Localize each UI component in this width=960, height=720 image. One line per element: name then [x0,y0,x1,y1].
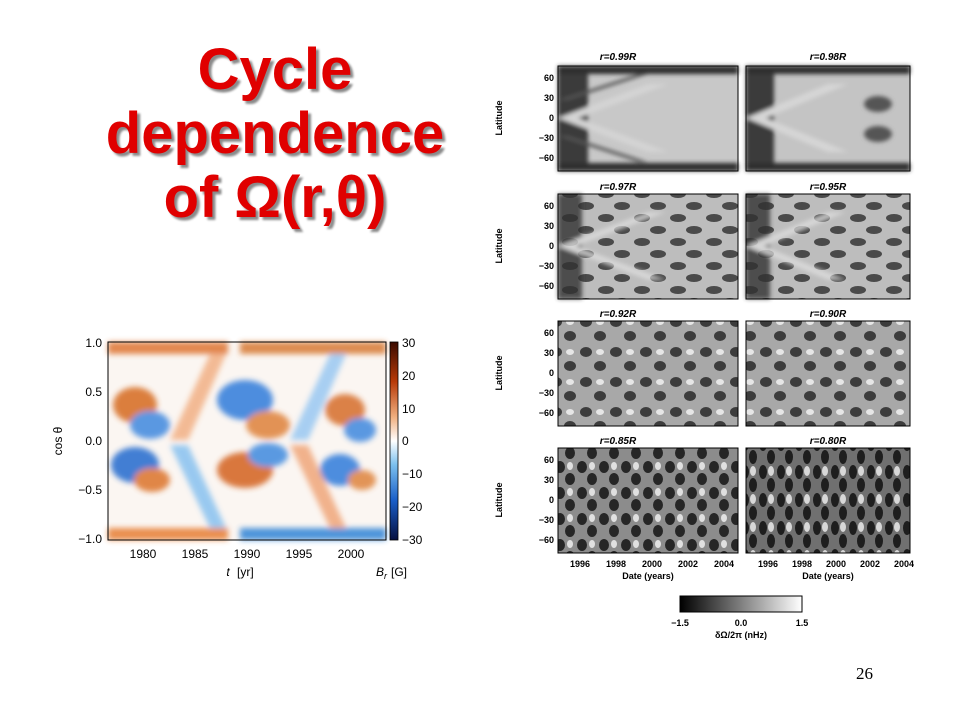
svg-text:0: 0 [549,495,554,505]
svg-text:t [yr]: t [yr] [226,565,253,579]
panel-label: r=0.95R [810,182,847,193]
svg-text:1.5: 1.5 [796,618,809,628]
colorbar-label-symbol: B [376,565,384,579]
panel-label: r=0.98R [810,52,847,63]
svg-text:60: 60 [544,328,554,338]
colorbar-tick: 10 [402,402,416,416]
svg-text:60: 60 [544,201,554,211]
x-axis-symbol: t [226,565,230,579]
title-line-3: of Ω(r,θ) [163,165,387,230]
svg-text:Date (years): Date (years) [802,571,854,581]
rotation-panel [557,320,739,427]
svg-text:−30: −30 [539,261,554,271]
svg-text:Date (years): Date (years) [622,571,674,581]
rotation-panel [745,65,911,172]
svg-text:2004: 2004 [894,559,914,569]
title-line-1: Cycle [197,37,353,102]
svg-text:Latitude: Latitude [494,483,504,518]
panel-label: r=0.85R [600,436,637,447]
svg-text:1998: 1998 [606,559,626,569]
panel-label: r=0.97R [600,182,637,193]
svg-text:−60: −60 [539,408,554,418]
panel-label: r=0.90R [810,309,847,320]
svg-text:60: 60 [544,455,554,465]
colorbar-tick: −30 [402,533,423,547]
rotation-colorbar: −1.5 0.0 1.5 δΩ/2π (nHz) [671,595,809,640]
panel-label: r=0.80R [810,436,847,447]
slide-title: Cycle dependence of Ω(r,θ) [40,38,510,230]
svg-text:2002: 2002 [860,559,880,569]
svg-text:Latitude: Latitude [494,101,504,136]
svg-text:30: 30 [544,475,554,485]
panel-label: r=0.99R [600,52,637,63]
svg-text:0: 0 [549,113,554,123]
svg-text:1996: 1996 [570,559,590,569]
svg-text:−30: −30 [539,515,554,525]
y-axis-label: cos θ [51,426,65,455]
svg-text:0: 0 [549,241,554,251]
svg-text:30: 30 [544,93,554,103]
title-line-2: dependence [105,101,445,166]
colorbar-label-sub: r [384,571,388,581]
svg-text:−30: −30 [539,133,554,143]
svg-text:Latitude: Latitude [494,356,504,391]
svg-text:1998: 1998 [792,559,812,569]
svg-text:0: 0 [549,368,554,378]
svg-text:1996: 1996 [758,559,778,569]
xtick-label: 2000 [338,547,365,561]
svg-text:−1.5: −1.5 [671,618,689,628]
butterfly-plot-area [107,341,387,541]
svg-text:−60: −60 [539,535,554,545]
colorbar-tick: 0 [402,434,409,448]
colorbar-tick: −20 [402,500,423,514]
svg-text:Br[G]: Br [G] [376,565,407,581]
svg-text:δΩ/2π (nHz): δΩ/2π (nHz) [715,630,767,640]
xtick-label: 1980 [130,547,157,561]
rotation-y-labels: Latitude Latitude Latitude Latitude [494,101,504,518]
svg-text:2000: 2000 [642,559,662,569]
butterfly-figure: 1.0 0.5 0.0 −0.5 −1.0 cos θ 1980 1985 19… [51,336,423,581]
butterfly-y-axis: 1.0 0.5 0.0 −0.5 −1.0 cos θ [51,336,102,546]
svg-text:0.0: 0.0 [735,618,748,628]
ytick-label: −0.5 [78,483,102,497]
xtick-label: 1990 [234,547,261,561]
rotation-figure: r=0.99R r=0.98R r=0.97R r=0.95R r=0.92R … [494,52,914,640]
colorbar-tick: 20 [402,369,416,383]
svg-text:−60: −60 [539,281,554,291]
rotation-panel [557,447,739,554]
butterfly-colorbar: 30 20 10 0 −10 −20 −30 Br [G] [376,336,423,581]
panel-label: r=0.92R [600,309,637,320]
xtick-label: 1995 [286,547,313,561]
rotation-panel [557,193,739,300]
colorbar-label-unit: [G] [391,565,407,579]
ytick-label: −1.0 [78,532,102,546]
xtick-label: 1985 [182,547,209,561]
ytick-label: 0.0 [85,434,102,448]
svg-text:2002: 2002 [678,559,698,569]
x-axis-unit: [yr] [237,565,254,579]
svg-text:30: 30 [544,348,554,358]
rotation-panel [745,193,911,300]
svg-text:−30: −30 [539,388,554,398]
svg-text:−60: −60 [539,153,554,163]
rotation-x-axis: 1996 1998 2000 2002 2004 Date (years) 19… [570,559,914,581]
butterfly-x-axis: 1980 1985 1990 1995 2000 t [yr] [130,547,365,579]
colorbar-tick: −10 [402,467,423,481]
rotation-panel [745,447,911,554]
ytick-label: 0.5 [85,385,102,399]
ytick-label: 1.0 [85,336,102,350]
svg-text:60: 60 [544,73,554,83]
svg-text:2004: 2004 [714,559,734,569]
rotation-panel [557,65,739,172]
svg-text:30: 30 [544,221,554,231]
svg-text:2000: 2000 [826,559,846,569]
page-number: 26 [856,664,873,683]
colorbar-tick: 30 [402,336,416,350]
rotation-panel [745,320,911,427]
svg-text:Latitude: Latitude [494,229,504,264]
rotation-y-axes: 60 30 0 −30 −60 60 30 0 −30 −60 60 30 0 … [539,73,554,545]
